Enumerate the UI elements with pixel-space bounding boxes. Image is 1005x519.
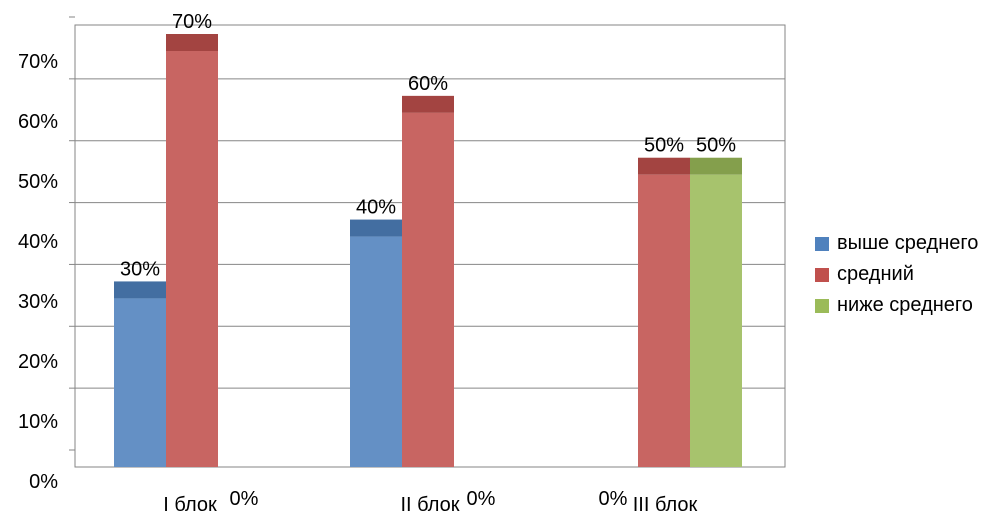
legend-item-average: средний — [815, 259, 978, 290]
bar — [690, 174, 742, 467]
data-label: 40% — [356, 197, 396, 219]
data-labels: 30% 70% 40% 60% 50% 50% 0% 0% 0% — [120, 11, 736, 510]
bar-cap — [402, 95, 454, 113]
data-label-zero: 0% — [599, 488, 628, 510]
legend-label-above-average: выше среднего — [837, 232, 979, 254]
category-label: I блок — [163, 494, 217, 516]
legend-item-above-average: выше среднего — [815, 228, 978, 259]
bar — [402, 112, 454, 467]
bar — [638, 174, 690, 467]
legend: выше среднего средний ниже среднего — [815, 228, 978, 321]
y-axis-tick-labels: 0% 10% 20% 30% 40% 50% 60% 70% — [18, 51, 58, 493]
legend-label-below-average: ниже среднего — [837, 294, 973, 316]
bar-cap — [638, 157, 690, 175]
legend-swatch-below-average — [815, 298, 829, 313]
y-tick-label: 70% — [18, 51, 58, 73]
y-tick-label: 10% — [18, 411, 58, 433]
bar-cap — [166, 34, 218, 51]
y-tick-label: 50% — [18, 171, 58, 193]
category-labels: I блок II блок III блок — [163, 494, 697, 516]
bar-cap — [350, 219, 402, 237]
data-label: 50% — [644, 135, 684, 157]
bar — [166, 51, 218, 467]
bar — [350, 236, 402, 467]
bar-cap — [690, 157, 742, 175]
data-label-zero: 0% — [467, 488, 496, 510]
bars — [114, 34, 742, 467]
legend-swatch-above-average — [815, 236, 829, 251]
legend-swatch-average — [815, 267, 829, 282]
category-label: III блок — [633, 494, 698, 516]
y-tick-label: 20% — [18, 351, 58, 373]
data-label: 70% — [172, 11, 212, 33]
category-label: II блок — [401, 494, 460, 516]
y-tick-label: 60% — [18, 111, 58, 133]
legend-item-below-average: ниже среднего — [815, 290, 978, 321]
y-tick-label: 0% — [29, 471, 58, 493]
legend-label-average: средний — [837, 263, 914, 285]
bar-cap — [114, 281, 166, 299]
data-label-zero: 0% — [230, 488, 259, 510]
data-label: 30% — [120, 258, 160, 280]
y-tick-label: 30% — [18, 291, 58, 313]
bar — [114, 298, 166, 467]
data-label: 50% — [696, 135, 736, 157]
y-tick-label: 40% — [18, 231, 58, 253]
data-label: 60% — [408, 73, 448, 95]
